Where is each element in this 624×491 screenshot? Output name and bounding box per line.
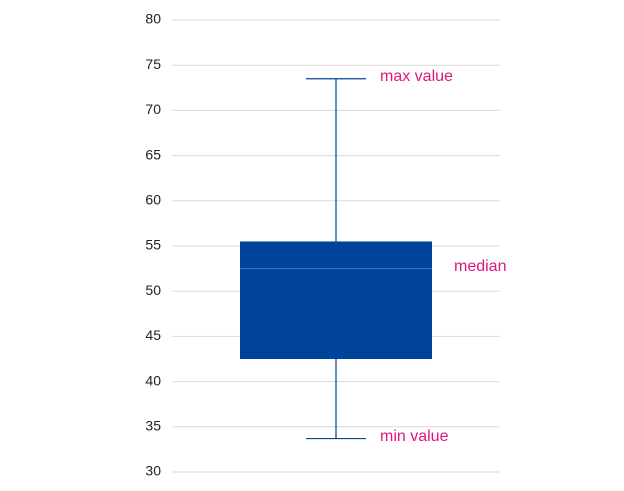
y-tick-label: 75	[145, 56, 161, 72]
box	[240, 241, 432, 359]
y-tick-label: 65	[145, 146, 161, 162]
annotation: median	[454, 258, 506, 275]
annotation: max value	[380, 68, 453, 85]
y-tick-label: 80	[145, 11, 161, 27]
annotation: min value	[380, 428, 449, 445]
y-tick-label: 50	[145, 282, 161, 298]
y-tick-label: 60	[145, 192, 161, 208]
y-tick-label: 30	[145, 463, 161, 479]
y-tick-label: 45	[145, 327, 161, 343]
y-tick-label: 55	[145, 237, 161, 253]
y-tick-label: 40	[145, 372, 161, 388]
y-tick-label: 70	[145, 101, 161, 117]
y-tick-label: 35	[145, 418, 161, 434]
